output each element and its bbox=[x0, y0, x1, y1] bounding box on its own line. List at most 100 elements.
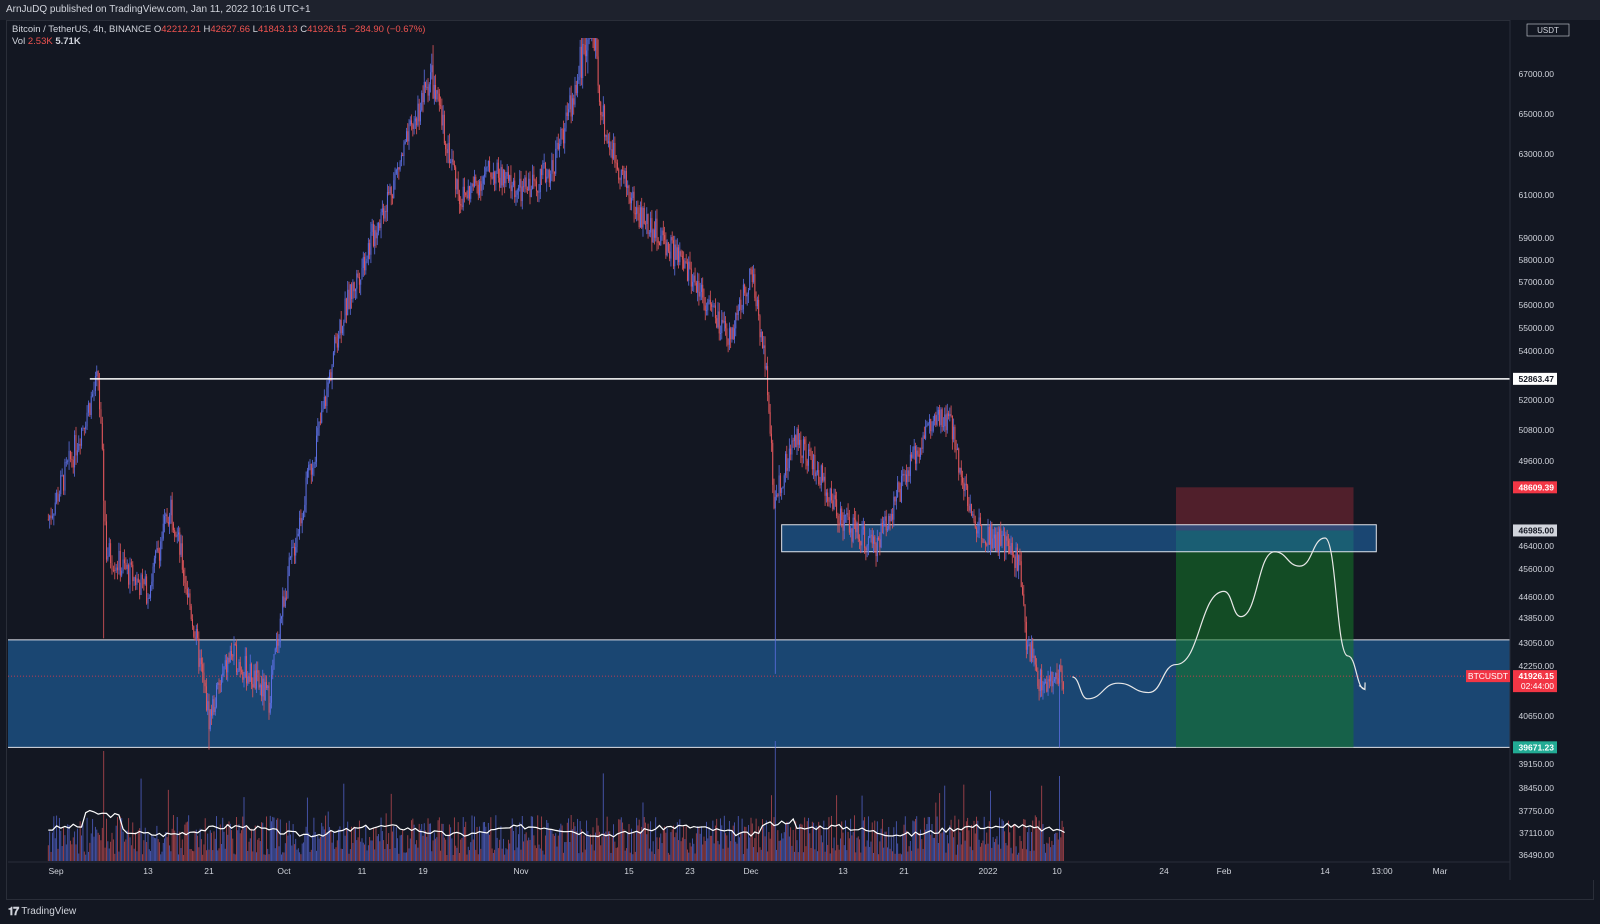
volume-bar bbox=[587, 831, 589, 861]
volume-bar bbox=[1000, 848, 1002, 861]
candle-body bbox=[114, 569, 116, 571]
candle bbox=[148, 594, 150, 599]
volume-bar bbox=[365, 825, 367, 861]
candle bbox=[790, 444, 792, 461]
candle-body bbox=[400, 155, 402, 162]
volume-bar bbox=[1011, 853, 1013, 861]
volume-bar bbox=[142, 854, 143, 861]
candle-body bbox=[304, 504, 306, 512]
volume-bar bbox=[755, 818, 757, 861]
volume-bar bbox=[806, 821, 808, 861]
candle-body bbox=[507, 172, 509, 181]
candle-body bbox=[435, 84, 437, 100]
volume-bar bbox=[501, 848, 503, 861]
candle-body bbox=[838, 522, 840, 526]
candle-body bbox=[739, 299, 741, 310]
candle-body bbox=[1042, 685, 1044, 691]
volume-bar bbox=[783, 832, 785, 861]
candle-body bbox=[629, 197, 631, 204]
candle-body bbox=[126, 564, 128, 569]
candle-body bbox=[87, 403, 89, 413]
candle-body bbox=[791, 440, 793, 455]
candle bbox=[704, 296, 706, 321]
candle bbox=[886, 526, 888, 533]
volume-bar bbox=[344, 835, 346, 861]
volume-bar bbox=[313, 817, 315, 861]
volume-bar bbox=[64, 835, 66, 861]
volume-bar bbox=[940, 833, 942, 861]
candle bbox=[172, 521, 174, 533]
volume-bar bbox=[745, 826, 747, 861]
candle-body bbox=[356, 273, 358, 289]
volume-bar bbox=[782, 838, 784, 861]
candle bbox=[69, 450, 71, 463]
candle bbox=[216, 682, 217, 709]
candle-body bbox=[281, 616, 282, 619]
candle bbox=[679, 242, 681, 266]
candle bbox=[135, 574, 137, 591]
time-tick-label: 14 bbox=[1320, 866, 1330, 876]
volume-bar bbox=[756, 852, 758, 861]
volume-bar bbox=[1007, 820, 1009, 861]
tradingview-logo[interactable]: 𝟏𝟕 TradingView bbox=[8, 900, 76, 924]
candle bbox=[800, 431, 802, 464]
candle bbox=[997, 526, 999, 557]
candle bbox=[465, 192, 467, 198]
candle bbox=[787, 458, 789, 480]
candle bbox=[217, 682, 219, 690]
symbol-tag-label: BTCUSDT bbox=[1468, 671, 1508, 681]
candle bbox=[664, 226, 666, 245]
candle-body bbox=[183, 569, 185, 577]
candle bbox=[945, 405, 947, 437]
candle-body bbox=[355, 288, 356, 292]
volume-bar bbox=[390, 793, 392, 861]
candle bbox=[433, 75, 435, 105]
volume-bar bbox=[878, 854, 880, 861]
volume-bar bbox=[979, 846, 981, 861]
candle-body bbox=[960, 467, 962, 477]
candle-body bbox=[711, 304, 713, 307]
volume-bar bbox=[1002, 820, 1004, 861]
volume-bar bbox=[614, 841, 616, 861]
candle-body bbox=[988, 526, 990, 545]
volume-bar bbox=[828, 817, 830, 861]
volume-bar bbox=[233, 853, 235, 861]
volume-bar bbox=[597, 825, 599, 861]
volume-bar bbox=[737, 816, 739, 861]
candle bbox=[322, 400, 324, 413]
candle bbox=[665, 232, 667, 259]
candle-body bbox=[448, 142, 450, 163]
price-chart[interactable]: USDT67000.0065000.0063000.0061000.005900… bbox=[0, 0, 1600, 900]
volume-bar bbox=[638, 819, 640, 861]
candle bbox=[232, 653, 234, 661]
candle-body bbox=[839, 508, 841, 526]
candle-body bbox=[515, 194, 517, 198]
candle bbox=[859, 534, 861, 550]
volume-bar bbox=[913, 821, 915, 861]
volume-bar bbox=[274, 848, 276, 861]
volume-bar bbox=[760, 849, 762, 861]
candle-body bbox=[349, 284, 351, 309]
candle-body bbox=[774, 496, 776, 509]
volume-bar bbox=[845, 820, 846, 861]
volume-bar bbox=[695, 833, 697, 861]
candle bbox=[873, 530, 874, 553]
candle bbox=[615, 155, 617, 173]
volume-bar bbox=[290, 834, 291, 861]
candle-body bbox=[541, 169, 543, 176]
candle-body bbox=[631, 198, 633, 204]
candle bbox=[445, 140, 447, 156]
volume-bar bbox=[502, 838, 504, 861]
candle bbox=[291, 539, 293, 565]
candle-body bbox=[453, 164, 455, 168]
candle-body bbox=[441, 106, 443, 126]
candle-body bbox=[859, 538, 861, 542]
volume-bar bbox=[492, 852, 494, 861]
candle-body bbox=[1020, 561, 1022, 588]
volume-bar bbox=[60, 830, 62, 861]
candle-body bbox=[778, 475, 780, 496]
candle bbox=[484, 166, 486, 185]
candle bbox=[645, 220, 647, 230]
candle bbox=[1007, 534, 1009, 555]
candle-body bbox=[438, 93, 440, 106]
